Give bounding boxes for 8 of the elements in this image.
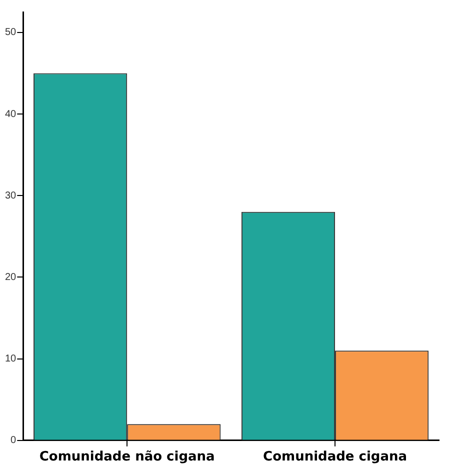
y-tick-label: 50 [5,27,17,38]
x-tick-label: Comunidade cigana [263,450,408,465]
y-tick-label: 20 [5,272,17,283]
y-tick-label: 30 [5,190,17,202]
y-tick-label: 40 [5,108,17,120]
y-tick-label: 0 [10,435,17,446]
x-tick-label: Comunidade não cigana [39,450,215,465]
y-tick-label: 10 [5,354,17,365]
